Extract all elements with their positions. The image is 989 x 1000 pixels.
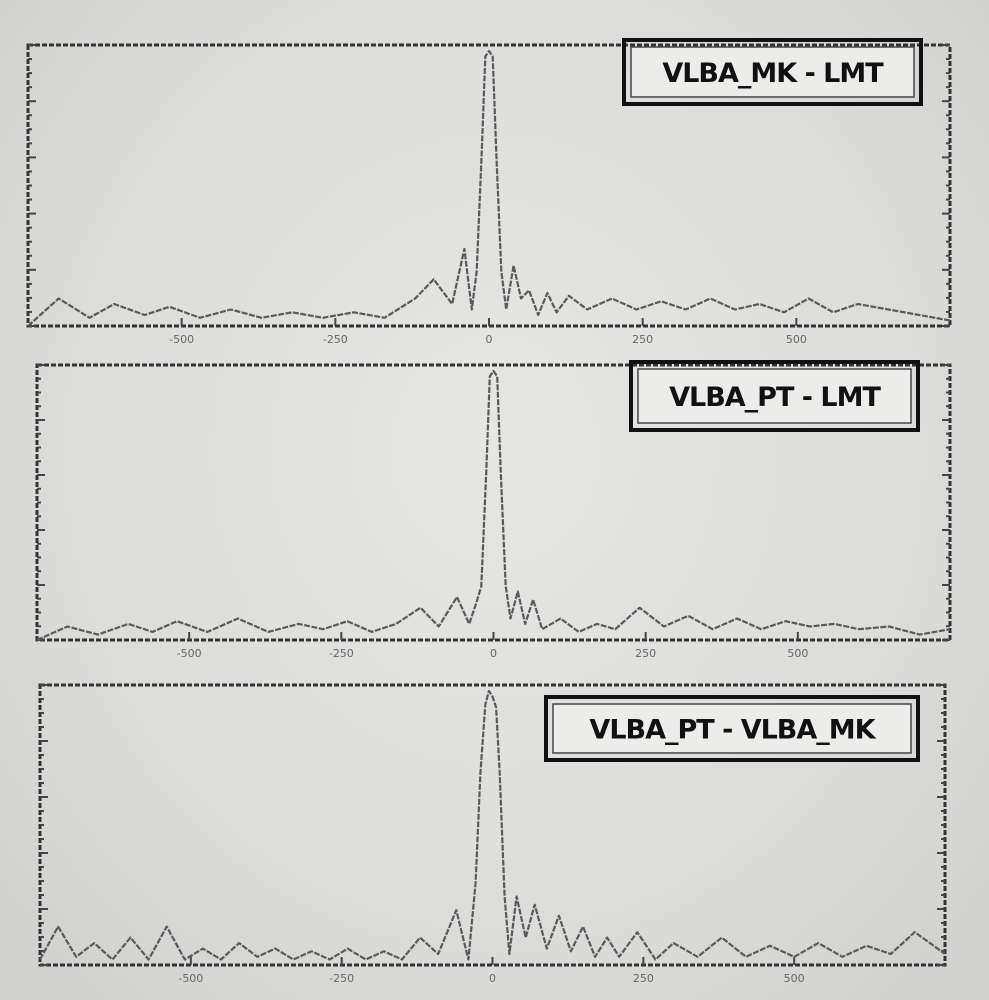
- legend-border: [629, 360, 920, 432]
- legend-label: VLBA_PT - LMT: [669, 382, 881, 413]
- x-tick-label: 500: [787, 647, 808, 660]
- x-tick-label: -500: [177, 647, 202, 660]
- x-tick-label: 500: [784, 972, 805, 985]
- chart-panel-3: -500 -250 0 250 500 VLBA_PT - VLBA_MK: [38, 683, 947, 985]
- x-tick-label: 250: [633, 972, 654, 985]
- series-line-1: [27, 49, 951, 327]
- legend-inner-border: [630, 46, 915, 98]
- x-tick-label: -250: [329, 972, 354, 985]
- series-line-1: [39, 689, 946, 961]
- x-tick-label: -250: [323, 333, 348, 346]
- x-tick-label: -250: [329, 647, 354, 660]
- x-tick-label: 0: [490, 647, 497, 660]
- legend-border: [622, 38, 923, 106]
- legend-inner-border: [637, 368, 912, 424]
- series-line-1: [36, 369, 951, 642]
- legend-border: [544, 695, 920, 762]
- x-tick-label: -500: [169, 333, 194, 346]
- x-tick-label: 0: [486, 333, 493, 346]
- legend-box: VLBA_PT - VLBA_MK: [544, 695, 920, 762]
- legend-label: VLBA_MK - LMT: [662, 58, 884, 89]
- chart-panel-2: -500 -250 0 250 500 VLBA_PT - LMT: [35, 360, 952, 660]
- x-tick-label: 0: [489, 972, 496, 985]
- legend-box: VLBA_PT - LMT: [629, 360, 920, 432]
- x-tick-label: 250: [632, 333, 653, 346]
- x-tick-label: 500: [786, 333, 807, 346]
- chart-panel-1: -500 -250 0 250 500 VLBA_MK - LMT: [26, 38, 952, 346]
- x-tick-label: -500: [178, 972, 203, 985]
- legend-box: VLBA_MK - LMT: [622, 38, 923, 106]
- legend-label: VLBA_PT - VLBA_MK: [589, 715, 876, 746]
- x-tick-label: 250: [635, 647, 656, 660]
- legend-inner-border: [552, 703, 912, 754]
